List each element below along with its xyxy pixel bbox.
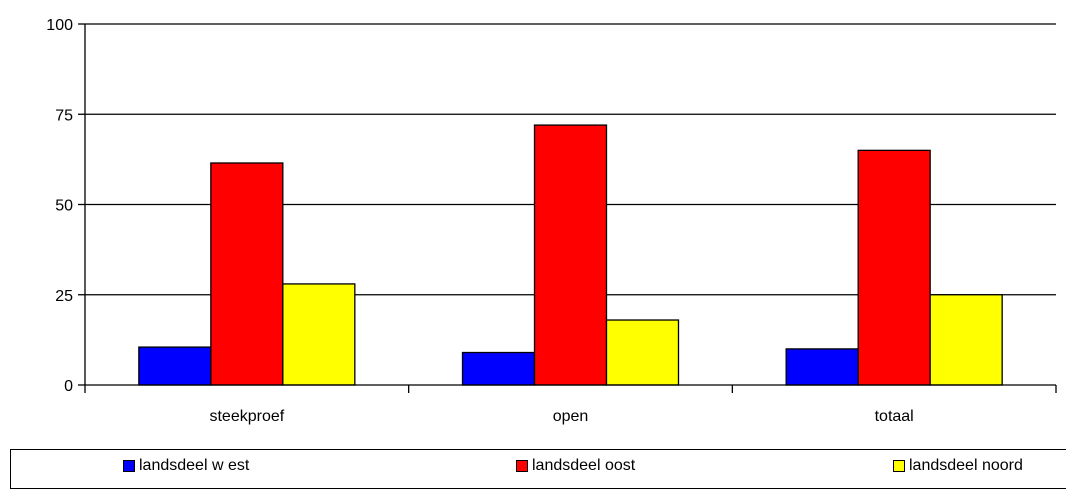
bar	[533, 124, 608, 386]
y-tick-label: 75	[55, 107, 73, 124]
y-tick-label: 100	[46, 17, 73, 34]
category-labels: steekproef open totaal	[209, 408, 913, 425]
bar	[785, 348, 859, 386]
legend-swatch-oost	[516, 460, 528, 472]
y-tick-label: 50	[55, 198, 73, 215]
y-tick-labels: 0 25 50 75 100	[46, 17, 73, 395]
legend-label-oost: landsdeel oost	[532, 457, 636, 474]
legend-label-noord: landsdeel noord	[909, 457, 1023, 474]
bar	[210, 162, 284, 386]
axes	[84, 24, 1057, 393]
legend-swatch-west	[123, 460, 135, 472]
bar	[282, 283, 356, 386]
bar	[605, 319, 680, 386]
legend-item-west: landsdeel w est	[123, 457, 249, 475]
legend-item-noord: landsdeel noord	[893, 457, 1023, 475]
bar-chart: 0 25 50 75 100 steekproef open totaal	[46, 17, 1057, 425]
category-label: open	[553, 408, 589, 425]
bar	[461, 351, 536, 386]
legend: landsdeel w est landsdeel oost landsdeel…	[10, 449, 1066, 489]
bar	[857, 149, 931, 386]
bar	[138, 346, 212, 386]
legend-item-oost: landsdeel oost	[516, 457, 635, 475]
y-tick-label: 25	[55, 288, 73, 305]
y-tick-label: 0	[64, 378, 73, 395]
bars	[138, 124, 1003, 386]
bar	[929, 294, 1003, 386]
legend-swatch-noord	[893, 460, 905, 472]
category-label: totaal	[875, 408, 914, 425]
legend-label-west: landsdeel w est	[139, 457, 250, 474]
category-label: steekproef	[209, 408, 284, 425]
